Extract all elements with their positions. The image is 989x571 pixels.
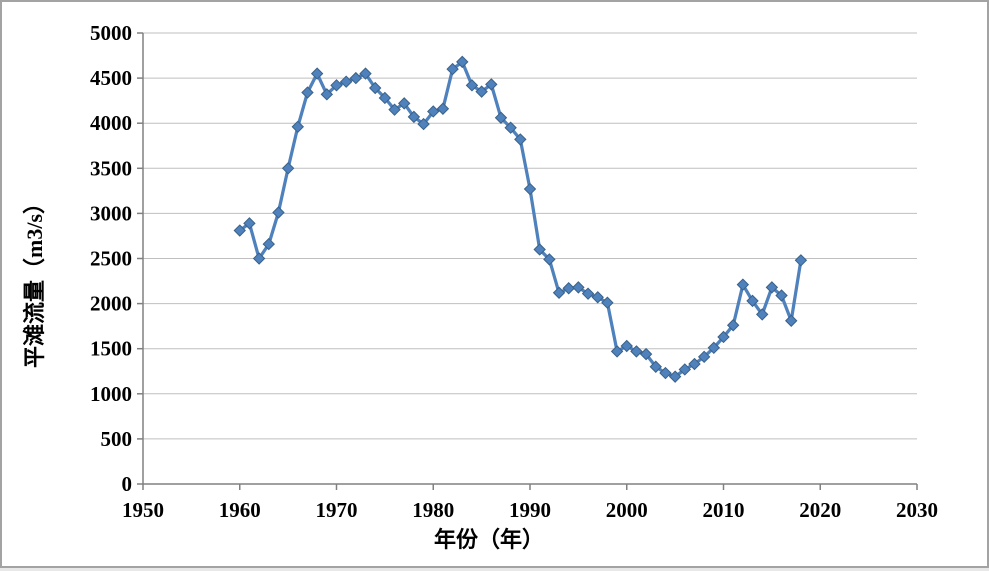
data-point-marker bbox=[572, 281, 585, 294]
data-point-marker bbox=[746, 294, 759, 308]
data-point-marker bbox=[610, 345, 624, 358]
data-point-marker bbox=[368, 81, 382, 95]
x-tick-label: 2010 bbox=[703, 498, 745, 522]
data-point-marker bbox=[697, 350, 711, 364]
series-line bbox=[238, 60, 803, 379]
data-point-marker bbox=[688, 357, 701, 371]
y-tick-label: 1000 bbox=[90, 382, 132, 406]
data-point-marker bbox=[301, 86, 314, 99]
data-point-marker bbox=[543, 253, 556, 266]
data-point-marker bbox=[359, 67, 372, 80]
data-point-marker bbox=[775, 289, 788, 302]
y-tick-label: 4500 bbox=[90, 66, 132, 90]
data-point-marker bbox=[349, 71, 363, 85]
data-point-marker bbox=[649, 360, 662, 373]
x-tick-label: 2030 bbox=[896, 498, 938, 522]
x-tick-label: 1950 bbox=[122, 498, 164, 522]
data-point-marker bbox=[717, 330, 730, 344]
data-point-marker bbox=[446, 62, 459, 76]
data-point-marker bbox=[726, 319, 740, 332]
series-group bbox=[233, 55, 808, 383]
data-point-marker bbox=[320, 88, 334, 101]
data-point-marker bbox=[707, 341, 721, 355]
data-point-marker bbox=[272, 206, 285, 219]
data-point-marker bbox=[523, 182, 537, 196]
data-point-marker bbox=[562, 282, 575, 295]
data-point-marker bbox=[601, 296, 614, 309]
y-tick-label: 1500 bbox=[90, 337, 132, 361]
data-point-marker bbox=[427, 105, 440, 118]
data-point-marker bbox=[475, 85, 488, 98]
y-tick-label: 4000 bbox=[90, 111, 132, 135]
x-tick-label: 2020 bbox=[799, 498, 841, 522]
x-tick-label: 1990 bbox=[509, 498, 551, 522]
data-point-marker bbox=[552, 286, 566, 299]
data-point-marker bbox=[591, 291, 604, 304]
data-point-marker bbox=[504, 121, 517, 134]
data-point-marker bbox=[252, 252, 266, 265]
data-point-marker bbox=[765, 281, 779, 294]
data-point-marker bbox=[456, 55, 469, 69]
data-point-marker bbox=[291, 120, 305, 134]
y-tick-label: 5000 bbox=[90, 21, 132, 45]
tick-labels-group: 0 500 1000 1500 2000 2500 3000 3500 4000 4500 5000… bbox=[90, 21, 938, 522]
x-tick-label: 2000 bbox=[606, 498, 648, 522]
y-tick-label: 3000 bbox=[90, 201, 132, 225]
x-tick-label: 1980 bbox=[412, 498, 454, 522]
data-point-marker bbox=[755, 308, 769, 321]
y-tick-label: 3500 bbox=[90, 156, 132, 180]
data-point-marker bbox=[262, 237, 275, 251]
data-point-marker bbox=[581, 287, 595, 300]
x-axis-title: 年份（年） bbox=[434, 527, 544, 552]
data-point-marker bbox=[378, 91, 392, 105]
data-point-marker bbox=[533, 243, 546, 256]
data-point-marker bbox=[310, 67, 324, 80]
data-point-marker bbox=[407, 110, 421, 124]
data-point-marker bbox=[281, 162, 295, 175]
data-point-marker bbox=[398, 97, 411, 110]
data-point-marker bbox=[639, 347, 653, 361]
data-point-marker bbox=[330, 79, 343, 92]
data-point-marker bbox=[485, 78, 498, 91]
data-point-marker bbox=[388, 103, 401, 116]
axes-group bbox=[137, 32, 918, 490]
gridlines-group bbox=[143, 32, 917, 440]
data-point-marker bbox=[436, 102, 450, 115]
data-point-marker bbox=[668, 370, 682, 383]
y-axis-title: 平滩流量（m3/s） bbox=[22, 192, 47, 368]
data-point-marker bbox=[659, 366, 672, 380]
data-point-marker bbox=[233, 224, 246, 237]
y-tick-label: 0 bbox=[122, 472, 133, 496]
data-point-marker bbox=[785, 314, 798, 327]
data-point-marker bbox=[494, 111, 508, 124]
y-tick-label: 2500 bbox=[90, 247, 132, 271]
data-point-marker bbox=[736, 278, 750, 291]
data-point-marker bbox=[794, 254, 808, 267]
data-point-marker bbox=[339, 75, 353, 88]
data-point-marker bbox=[243, 217, 256, 230]
data-point-marker bbox=[630, 345, 643, 358]
y-tick-label: 2000 bbox=[90, 292, 132, 316]
data-point-marker bbox=[465, 79, 479, 92]
data-point-marker bbox=[620, 339, 633, 353]
x-tick-label: 1960 bbox=[219, 498, 261, 522]
x-tick-label: 1970 bbox=[316, 498, 358, 522]
data-point-marker bbox=[678, 363, 692, 376]
data-point-marker bbox=[514, 133, 527, 146]
data-point-marker bbox=[417, 117, 430, 131]
y-tick-label: 500 bbox=[101, 427, 133, 451]
